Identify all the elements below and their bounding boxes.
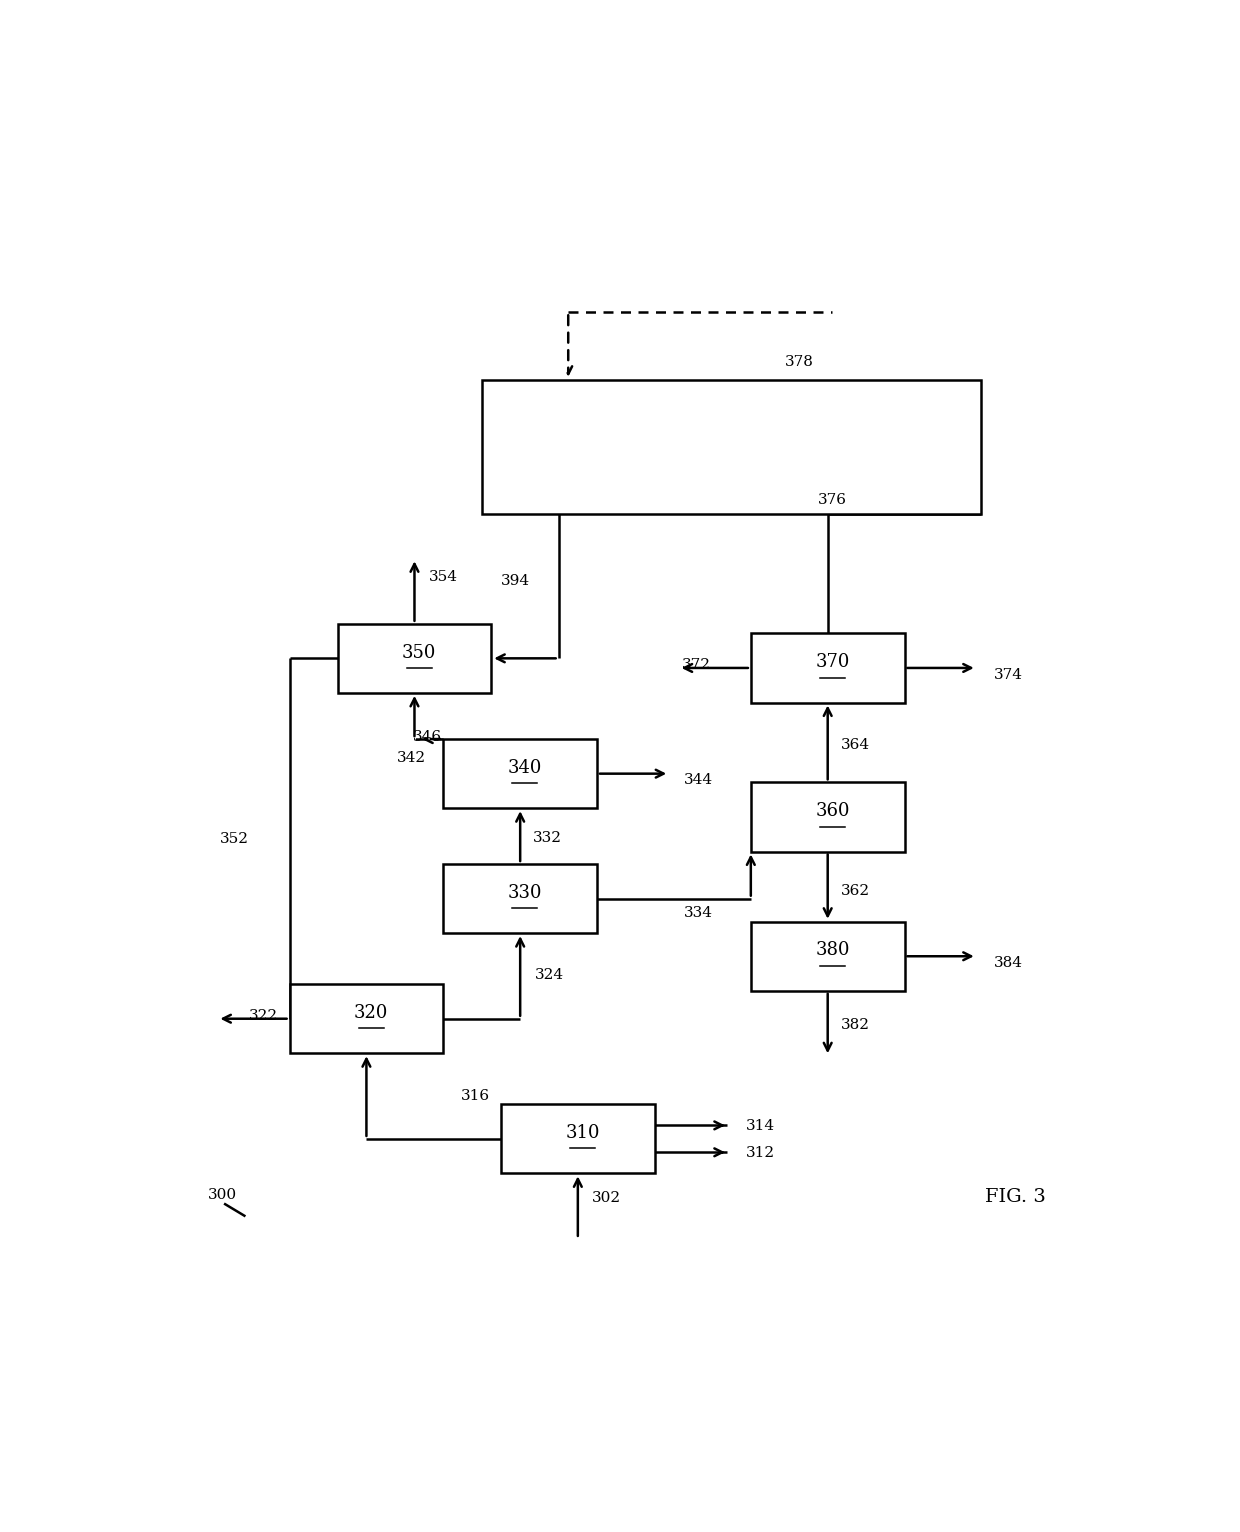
Text: 376: 376 xyxy=(818,493,847,507)
Bar xyxy=(337,624,491,692)
Text: 302: 302 xyxy=(593,1192,621,1206)
Text: 354: 354 xyxy=(429,570,458,584)
Text: 312: 312 xyxy=(746,1146,775,1160)
Text: FIG. 3: FIG. 3 xyxy=(985,1187,1045,1206)
Text: 344: 344 xyxy=(683,774,713,787)
Text: 350: 350 xyxy=(402,643,436,662)
Text: 314: 314 xyxy=(746,1120,775,1134)
Text: 332: 332 xyxy=(533,830,562,846)
Text: 374: 374 xyxy=(994,668,1023,682)
Text: 370: 370 xyxy=(816,653,849,671)
Bar xyxy=(751,783,905,852)
Bar xyxy=(444,864,596,933)
Text: 384: 384 xyxy=(994,956,1023,970)
Text: 382: 382 xyxy=(841,1019,870,1033)
Text: 362: 362 xyxy=(841,884,870,898)
Text: 346: 346 xyxy=(413,731,441,745)
Text: 364: 364 xyxy=(841,738,870,752)
Bar xyxy=(481,380,982,515)
Bar xyxy=(751,633,905,703)
Text: 320: 320 xyxy=(355,1003,388,1022)
Text: 322: 322 xyxy=(249,1010,278,1023)
Text: 342: 342 xyxy=(397,751,427,766)
Bar xyxy=(290,984,444,1054)
Bar xyxy=(501,1105,655,1174)
Text: 334: 334 xyxy=(683,905,713,921)
Text: 340: 340 xyxy=(508,758,542,777)
Text: 316: 316 xyxy=(460,1089,490,1103)
Text: 300: 300 xyxy=(208,1187,237,1201)
Text: 380: 380 xyxy=(815,942,849,959)
Text: 352: 352 xyxy=(221,832,249,846)
Text: 394: 394 xyxy=(501,574,529,588)
Text: 360: 360 xyxy=(815,803,849,820)
Text: 378: 378 xyxy=(785,355,813,369)
Bar xyxy=(444,738,596,809)
Text: 372: 372 xyxy=(682,659,711,673)
Text: 310: 310 xyxy=(565,1124,600,1141)
Text: 324: 324 xyxy=(534,968,564,982)
Bar xyxy=(751,922,905,991)
Text: 330: 330 xyxy=(507,884,542,902)
